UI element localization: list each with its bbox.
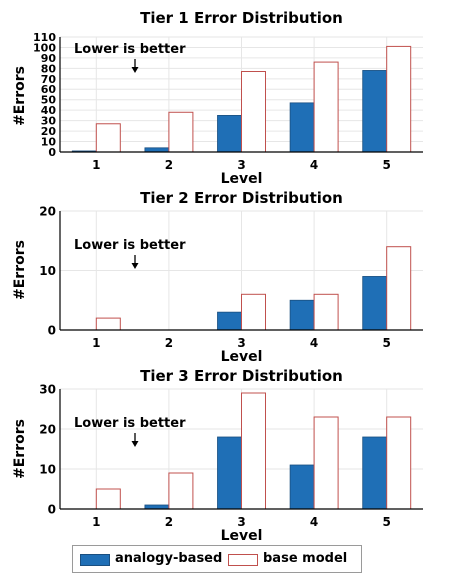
bar-base-model — [386, 416, 412, 510]
y-tick-label: 10 — [39, 264, 56, 278]
bar-analogy-based — [362, 70, 388, 153]
bar-base-model — [313, 416, 339, 510]
bar-base-model — [241, 392, 266, 510]
y-tick-label: 100 — [33, 41, 56, 54]
y-tick-label: 90 — [41, 52, 57, 65]
bar-base-model — [95, 123, 121, 153]
bar-analogy-based — [144, 147, 170, 153]
x-tick-label: 2 — [165, 515, 173, 529]
chart-title: Tier 1 Error Distribution — [140, 9, 343, 27]
bar-analogy-based — [289, 299, 315, 331]
bar-analogy-based — [362, 436, 388, 510]
x-tick-label: 3 — [237, 336, 245, 350]
bar-base-model — [313, 293, 339, 331]
legend-label-analogy-based: analogy-based — [115, 551, 223, 566]
x-axis-label: Level — [221, 528, 263, 544]
annotation-lower-is-better: Lower is better — [74, 42, 186, 57]
arrow-head — [131, 67, 139, 73]
arrow-head — [131, 441, 139, 447]
x-tick-label: 3 — [237, 158, 245, 172]
annotation-lower-is-better: Lower is better — [74, 238, 186, 253]
x-tick-label: 4 — [310, 158, 318, 172]
x-tick-label: 5 — [383, 336, 391, 350]
bar-base-model — [168, 472, 194, 510]
y-tick-label: 30 — [41, 115, 57, 128]
legend-swatch-base-model — [228, 554, 258, 566]
bar-analogy-based — [217, 436, 242, 510]
y-tick-label: 50 — [41, 94, 57, 107]
x-axis-label: Level — [221, 349, 263, 365]
x-tick-label: 4 — [310, 515, 318, 529]
y-tick-label: 0 — [48, 502, 56, 516]
y-axis-label: #Errors — [12, 419, 28, 479]
chart-title: Tier 2 Error Distribution — [140, 189, 343, 207]
bar-base-model — [241, 71, 266, 153]
y-axis-label: #Errors — [12, 66, 28, 126]
y-tick-label: 70 — [41, 73, 57, 86]
bar-base-model — [386, 45, 412, 153]
chart-tier-2: 0 10 20 1 2 3 4 5 Tier 2 Error Distribution Level… — [12, 189, 423, 365]
x-tick-label: 1 — [92, 515, 100, 529]
y-tick-label: 0 — [48, 146, 56, 159]
y-tick-label: 40 — [41, 104, 57, 117]
bar-analogy-based — [289, 102, 315, 153]
x-tick-label: 5 — [383, 158, 391, 172]
x-tick-label: 3 — [237, 515, 245, 529]
bar-analogy-based — [217, 115, 242, 153]
y-tick-label: 30 — [39, 382, 56, 396]
arrow-head — [131, 263, 139, 269]
bar-base-model — [95, 317, 121, 331]
x-tick-label: 2 — [165, 158, 173, 172]
x-tick-label: 1 — [92, 336, 100, 350]
legend: analogy-based base model — [72, 545, 362, 573]
y-tick-label: 10 — [39, 462, 56, 476]
y-tick-label: 20 — [39, 204, 56, 218]
bar-base-model — [95, 488, 121, 510]
y-tick-label: 20 — [41, 125, 57, 138]
legend-swatch-analogy-based — [80, 554, 110, 566]
x-tick-label: 1 — [92, 158, 100, 172]
y-tick-label: 10 — [41, 136, 57, 149]
x-tick-label: 4 — [310, 336, 318, 350]
x-tick-label: 2 — [165, 336, 173, 350]
bar-base-model — [241, 293, 266, 331]
y-tick-label: 110 — [33, 31, 56, 44]
chart-tier-3: 0 10 20 30 1 2 3 4 5 Tier 3 Error Distribution Lev… — [12, 367, 423, 544]
y-axis-label: #Errors — [12, 240, 28, 300]
y-tick-label: 20 — [39, 422, 56, 436]
y-tick-label: 60 — [41, 83, 57, 96]
bar-analogy-based — [217, 311, 242, 331]
y-tick-label: 80 — [41, 62, 57, 75]
bar-base-model — [313, 61, 339, 153]
x-tick-label: 5 — [383, 515, 391, 529]
legend-label-base-model: base model — [263, 551, 348, 566]
bar-base-model — [168, 111, 194, 153]
chart-title: Tier 3 Error Distribution — [140, 367, 343, 385]
annotation-lower-is-better: Lower is better — [74, 416, 186, 431]
bar-base-model — [386, 246, 412, 331]
x-axis-label: Level — [221, 171, 263, 187]
y-tick-label: 0 — [48, 323, 56, 337]
bar-analogy-based — [362, 276, 388, 331]
bar-analogy-based — [289, 464, 315, 510]
